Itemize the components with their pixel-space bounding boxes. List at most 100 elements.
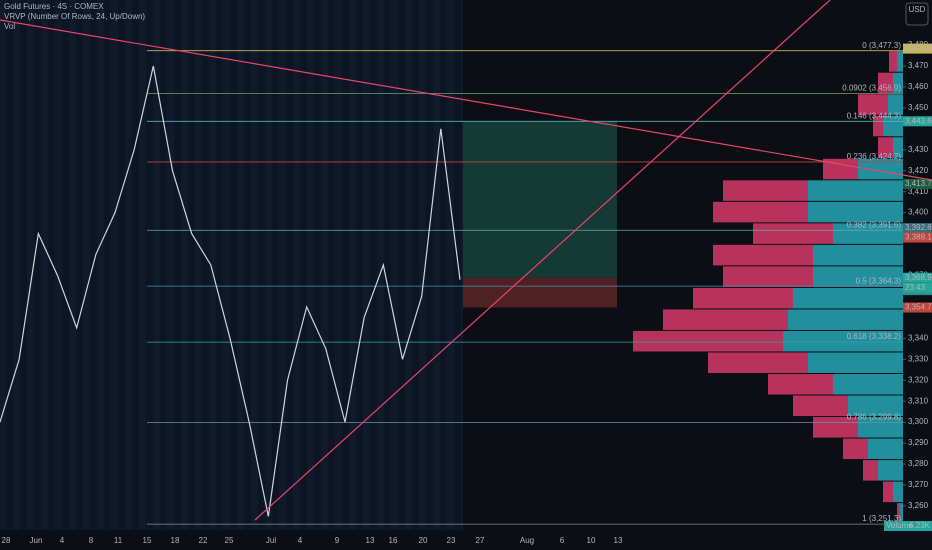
- profit-zone: [463, 121, 617, 278]
- background-stripe: [314, 0, 321, 530]
- profile-up: [808, 352, 903, 373]
- y-tick-label: 3,450: [908, 103, 929, 112]
- background-stripe: [188, 0, 195, 530]
- price-badge-label: 3,388.1: [905, 233, 932, 242]
- profile-up: [868, 438, 903, 460]
- y-tick-label: 3,280: [908, 459, 929, 468]
- fib-label: 0 (3,477.3): [862, 41, 901, 50]
- profile-up: [893, 481, 903, 503]
- x-tick-label: Jul: [266, 536, 276, 545]
- background-stripe: [202, 0, 209, 530]
- profile-down: [713, 201, 808, 223]
- x-tick-label: 4: [60, 536, 65, 545]
- profile-up: [833, 373, 903, 395]
- fib-label: 0.5 (3,364.3): [856, 276, 902, 285]
- background-stripe: [286, 0, 293, 530]
- profile-up: [813, 266, 903, 287]
- background-stripe: [146, 0, 153, 530]
- volume-value: 6.23K: [909, 521, 931, 530]
- background-stripe: [370, 0, 377, 530]
- currency[interactable]: USD: [909, 5, 926, 14]
- trend-line-down: [0, 19, 932, 181]
- background-stripe: [76, 0, 83, 530]
- profile-down: [708, 352, 808, 373]
- x-tick-label: 13: [366, 536, 375, 545]
- profile-down: [633, 330, 783, 352]
- background-stripe: [356, 0, 363, 530]
- price-badge: [903, 116, 932, 127]
- profile-up: [888, 94, 903, 115]
- background-stripe: [62, 0, 69, 530]
- profile-down: [858, 94, 888, 115]
- background-stripe: [6, 0, 13, 530]
- fib-label: 1 (3,251.3): [862, 514, 901, 523]
- price-badge-label: 3,392.6: [905, 223, 932, 232]
- x-tick-label: 25: [225, 536, 234, 545]
- y-tick-label: 3,320: [908, 375, 929, 384]
- y-tick-label: 3,420: [908, 166, 929, 175]
- y-tick-label: 3,430: [908, 145, 929, 154]
- x-tick-label: 13: [614, 536, 623, 545]
- countdown: 23:43: [905, 283, 926, 292]
- profile-up: [897, 51, 903, 72]
- y-tick-label: 3,470: [908, 61, 929, 70]
- fib-label: 0.618 (3,338.2): [847, 332, 902, 341]
- profile-down: [693, 287, 793, 309]
- y-tick-label: 3,300: [908, 417, 929, 426]
- profile-up: [893, 72, 903, 94]
- background-stripe: [328, 0, 335, 530]
- indicator-label: VRVP (Number Of Rows, 24, Up/Down): [4, 12, 145, 21]
- x-tick-label: 18: [171, 536, 180, 545]
- background-stripe: [440, 0, 447, 530]
- price-badge: [903, 272, 932, 283]
- profile-down: [723, 266, 813, 287]
- fib-label: 0.382 (3,391.6): [847, 220, 902, 229]
- background-stripe: [454, 0, 461, 530]
- profile-up: [893, 137, 903, 158]
- background-stripe: [412, 0, 419, 530]
- price-badge-label: 3,478.3: [905, 44, 932, 53]
- currency-box[interactable]: [905, 2, 929, 26]
- background-stripe: [258, 0, 265, 530]
- fib-label: 0.236 (3,424.2): [847, 152, 902, 161]
- profile-down: [843, 438, 868, 460]
- profile-up: [793, 287, 903, 309]
- x-tick-label: 28: [2, 536, 11, 545]
- fib-label: 0.786 (3,299.8): [847, 413, 902, 422]
- volume-badge: [884, 521, 932, 531]
- profile-down: [878, 72, 893, 94]
- background-stripe: [118, 0, 125, 530]
- x-tick-label: 6: [560, 536, 565, 545]
- profile-up: [833, 223, 903, 244]
- y-tick-label: 3,400: [908, 208, 929, 217]
- y-tick-label: 3,340: [908, 333, 929, 342]
- x-tick-label: 10: [587, 536, 596, 545]
- profile-up: [808, 201, 903, 223]
- y-tick-label: 3,310: [908, 396, 929, 405]
- fib-label: 0.146 (3,444.3): [847, 111, 902, 120]
- x-tick-label: Jun: [30, 536, 43, 545]
- background-stripe: [132, 0, 139, 530]
- profile-up: [808, 180, 903, 201]
- profile-down: [873, 115, 883, 137]
- background-stripe: [342, 0, 349, 530]
- trend-line-up: [254, 0, 831, 521]
- price-badge-label: 3,368.9: [905, 273, 932, 282]
- price-badge-label: 3,443.6: [905, 116, 932, 125]
- price-badge-label: 3,413.7: [905, 179, 932, 188]
- background-stripe: [20, 0, 27, 530]
- profile-down: [663, 309, 788, 330]
- price-badge: [903, 302, 932, 313]
- profile-down: [753, 223, 833, 244]
- y-tick-label: 3,410: [908, 187, 929, 196]
- price-badge: [903, 43, 932, 54]
- profile-up: [900, 503, 903, 524]
- x-tick-label: 15: [143, 536, 152, 545]
- price-badge: [903, 178, 932, 189]
- x-tick-label: 20: [419, 536, 428, 545]
- background-stripe: [104, 0, 111, 530]
- background-stripe: [384, 0, 391, 530]
- background-stripe: [426, 0, 433, 530]
- y-tick-label: 3,270: [908, 480, 929, 489]
